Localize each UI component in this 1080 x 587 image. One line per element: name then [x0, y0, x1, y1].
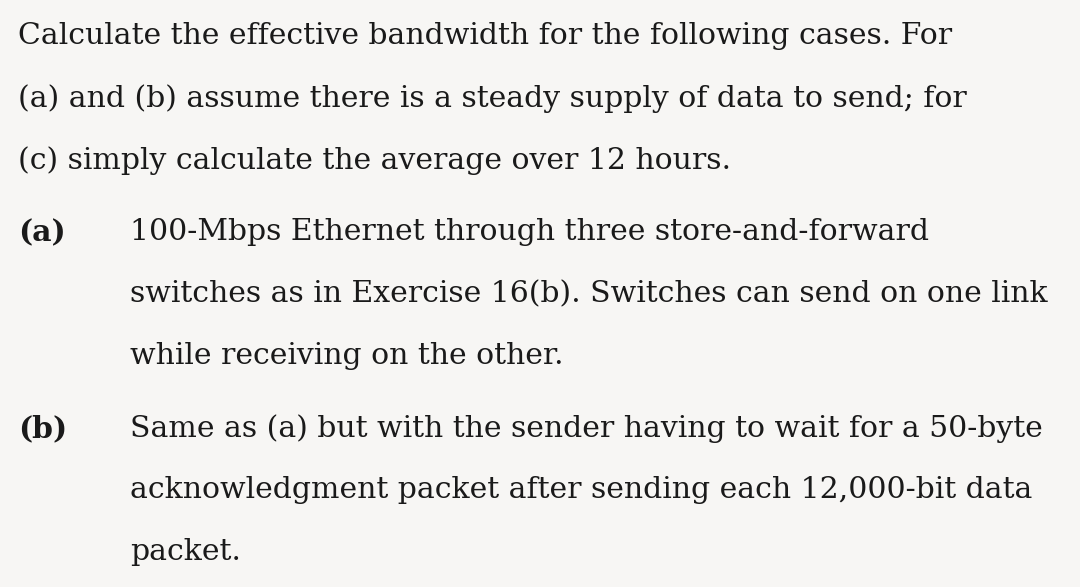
- Text: packet.: packet.: [130, 538, 241, 566]
- Text: (c) simply calculate the average over 12 hours.: (c) simply calculate the average over 12…: [18, 146, 731, 175]
- Text: (a) and (b) assume there is a steady supply of data to send; for: (a) and (b) assume there is a steady sup…: [18, 84, 967, 113]
- Text: (b): (b): [18, 414, 67, 443]
- Text: (a): (a): [18, 218, 66, 247]
- Text: Same as (a) but with the sender having to wait for a 50-byte: Same as (a) but with the sender having t…: [130, 414, 1043, 443]
- Text: switches as in Exercise 16(b). Switches can send on one link: switches as in Exercise 16(b). Switches …: [130, 280, 1048, 308]
- Text: 100-Mbps Ethernet through three store-and-forward: 100-Mbps Ethernet through three store-an…: [130, 218, 929, 246]
- Text: Calculate the effective bandwidth for the following cases. For: Calculate the effective bandwidth for th…: [18, 22, 953, 50]
- Text: while receiving on the other.: while receiving on the other.: [130, 342, 564, 370]
- Text: acknowledgment packet after sending each 12,000-bit data: acknowledgment packet after sending each…: [130, 476, 1032, 504]
